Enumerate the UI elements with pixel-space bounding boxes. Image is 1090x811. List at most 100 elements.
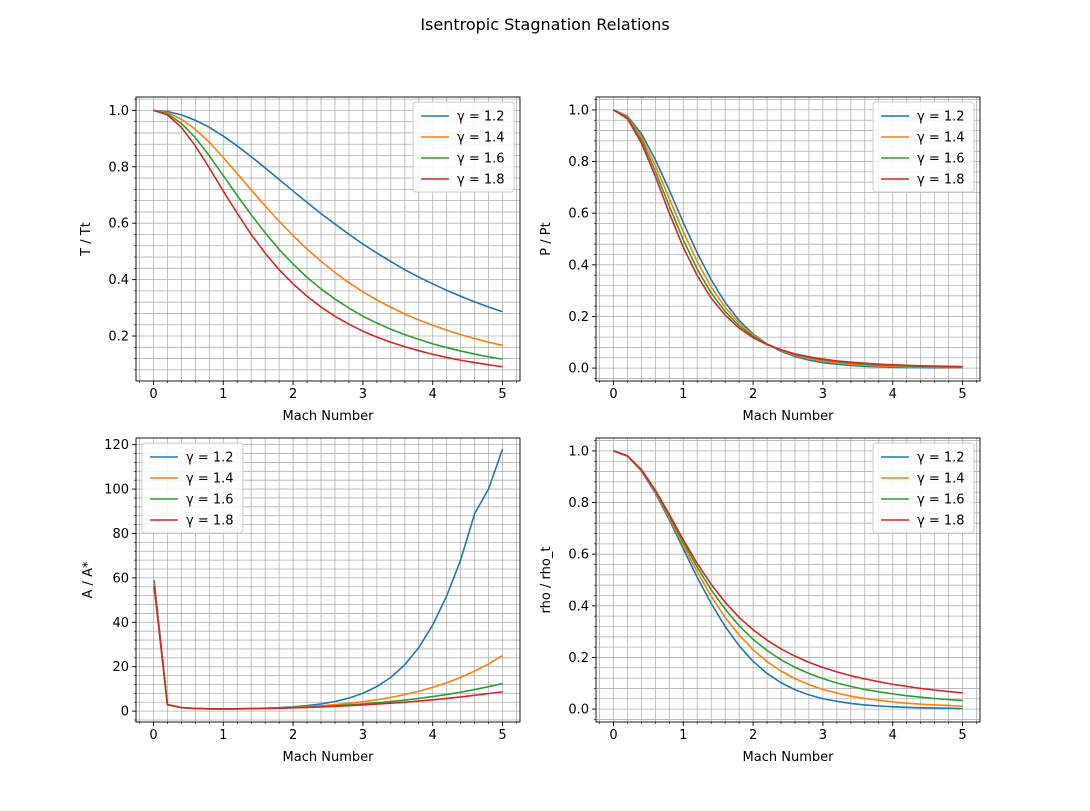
x-tick-label: 4 bbox=[429, 387, 437, 402]
legend-box bbox=[872, 442, 975, 534]
y-tick-label: 40 bbox=[112, 616, 129, 631]
legend-label-4: γ = 1.8 bbox=[917, 173, 965, 188]
x-tick-label: 5 bbox=[498, 387, 506, 402]
x-tick-label: 3 bbox=[819, 387, 827, 402]
x-tick-label: 0 bbox=[149, 728, 157, 743]
x-tick-label: 2 bbox=[289, 728, 297, 743]
axes-frame bbox=[595, 96, 981, 382]
y-tick-label: 120 bbox=[104, 438, 129, 453]
legend-label-1: γ = 1.2 bbox=[457, 110, 505, 125]
y-axis-label: T / Tt bbox=[79, 222, 94, 257]
series-line-2 bbox=[153, 582, 503, 710]
y-tick-label: 20 bbox=[112, 660, 129, 675]
legend-label-3: γ = 1.6 bbox=[186, 493, 234, 508]
legend-box bbox=[141, 442, 244, 534]
legend-label-2: γ = 1.4 bbox=[186, 472, 234, 487]
legend-label-3: γ = 1.6 bbox=[457, 152, 505, 167]
y-tick-label: 0 bbox=[121, 705, 129, 720]
x-tick-label: 0 bbox=[609, 387, 617, 402]
y-tick-label: 0.2 bbox=[108, 330, 129, 345]
legend-label-4: γ = 1.8 bbox=[186, 514, 234, 529]
legend-box bbox=[872, 101, 975, 193]
axes-frame bbox=[135, 437, 521, 723]
legend: γ = 1.2 γ = 1.4 γ = 1.6 γ = 1.8 bbox=[872, 101, 975, 193]
legend-label-1: γ = 1.2 bbox=[186, 451, 234, 466]
y-axis-label: rho / rho_t bbox=[539, 547, 554, 614]
series-line-1 bbox=[613, 450, 963, 710]
axes-frame bbox=[595, 437, 981, 723]
x-tick-label: 4 bbox=[429, 728, 437, 743]
chart-3: 0 1 2 3 4 5 0 20 40 60 80 100 120 Mach Number A / A* γ … bbox=[81, 437, 521, 765]
x-tick-label: 5 bbox=[958, 387, 966, 402]
x-tick-label: 1 bbox=[679, 728, 687, 743]
y-axis-label: A / A* bbox=[81, 561, 96, 598]
series-line-2 bbox=[153, 109, 503, 347]
x-axis-label: Mach Number bbox=[743, 409, 835, 424]
y-tick-label: 0.8 bbox=[568, 155, 589, 170]
x-axis-label: Mach Number bbox=[743, 750, 835, 765]
series-line-4 bbox=[153, 109, 503, 368]
y-axis-label: P / Pt bbox=[539, 222, 554, 255]
x-axis-label: Mach Number bbox=[283, 750, 375, 765]
y-tick-label: 100 bbox=[104, 483, 129, 498]
series-line-4 bbox=[153, 586, 503, 710]
x-tick-label: 3 bbox=[359, 387, 367, 402]
x-tick-label: 4 bbox=[889, 728, 897, 743]
x-axis-label: Mach Number bbox=[283, 409, 375, 424]
y-tick-label: 1.0 bbox=[108, 104, 129, 119]
y-tick-label: 60 bbox=[112, 571, 129, 586]
y-tick-label: 0.4 bbox=[568, 599, 589, 614]
x-tick-label: 5 bbox=[958, 728, 966, 743]
series-line-2 bbox=[613, 450, 963, 708]
y-tick-label: 0.2 bbox=[568, 310, 589, 325]
legend-label-3: γ = 1.6 bbox=[917, 152, 965, 167]
legend: γ = 1.2 γ = 1.4 γ = 1.6 γ = 1.8 bbox=[412, 101, 515, 193]
series-line-4 bbox=[613, 450, 963, 694]
y-tick-label: 0.4 bbox=[568, 258, 589, 273]
figure-title: Isentropic Stagnation Relations bbox=[420, 15, 669, 34]
legend-label-1: γ = 1.2 bbox=[917, 110, 965, 125]
y-tick-label: 0.2 bbox=[568, 651, 589, 666]
y-tick-label: 0.0 bbox=[568, 362, 589, 377]
y-tick-label: 0.6 bbox=[568, 548, 589, 563]
legend-label-4: γ = 1.8 bbox=[457, 173, 505, 188]
y-tick-label: 0.6 bbox=[568, 207, 589, 222]
x-tick-label: 1 bbox=[219, 387, 227, 402]
x-tick-label: 2 bbox=[289, 387, 297, 402]
legend: γ = 1.2 γ = 1.4 γ = 1.6 γ = 1.8 bbox=[141, 442, 244, 534]
y-tick-label: 1.0 bbox=[568, 444, 589, 459]
legend-label-4: γ = 1.8 bbox=[917, 514, 965, 529]
x-tick-label: 1 bbox=[219, 728, 227, 743]
legend-label-3: γ = 1.6 bbox=[917, 493, 965, 508]
legend-box bbox=[412, 101, 515, 193]
x-tick-label: 3 bbox=[819, 728, 827, 743]
x-tick-label: 0 bbox=[149, 387, 157, 402]
legend: γ = 1.2 γ = 1.4 γ = 1.6 γ = 1.8 bbox=[872, 442, 975, 534]
series-line-3 bbox=[613, 450, 963, 702]
series-line-3 bbox=[153, 109, 503, 360]
legend-label-2: γ = 1.4 bbox=[917, 472, 965, 487]
x-tick-label: 2 bbox=[749, 728, 757, 743]
x-tick-label: 2 bbox=[749, 387, 757, 402]
series-line-4 bbox=[613, 109, 963, 368]
x-tick-label: 0 bbox=[609, 728, 617, 743]
legend-label-2: γ = 1.4 bbox=[917, 131, 965, 146]
y-tick-label: 0.4 bbox=[108, 273, 129, 288]
series-line-1 bbox=[613, 109, 963, 369]
chart-1: 0 1 2 3 4 5 0.2 0.4 0.6 0.8 1.0 Mach Number T / Tt γ … bbox=[79, 96, 521, 424]
x-tick-label: 3 bbox=[359, 728, 367, 743]
x-tick-label: 5 bbox=[498, 728, 506, 743]
chart-4: 0 1 2 3 4 5 0.0 0.2 0.4 0.6 0.8 1.0 Mach Number rho /… bbox=[539, 437, 981, 765]
axes-frame bbox=[135, 96, 521, 382]
y-tick-label: 0.8 bbox=[568, 496, 589, 511]
y-tick-label: 0.6 bbox=[108, 217, 129, 232]
y-tick-label: 80 bbox=[112, 527, 129, 542]
x-tick-label: 1 bbox=[679, 387, 687, 402]
legend-label-2: γ = 1.4 bbox=[457, 131, 505, 146]
x-tick-label: 4 bbox=[889, 387, 897, 402]
y-tick-label: 0.0 bbox=[568, 703, 589, 718]
chart-2: 0 1 2 3 4 5 0.0 0.2 0.4 0.6 0.8 1.0 Mach Number P / P… bbox=[539, 96, 981, 424]
series-line-3 bbox=[153, 584, 503, 710]
series-line-1 bbox=[153, 109, 503, 313]
